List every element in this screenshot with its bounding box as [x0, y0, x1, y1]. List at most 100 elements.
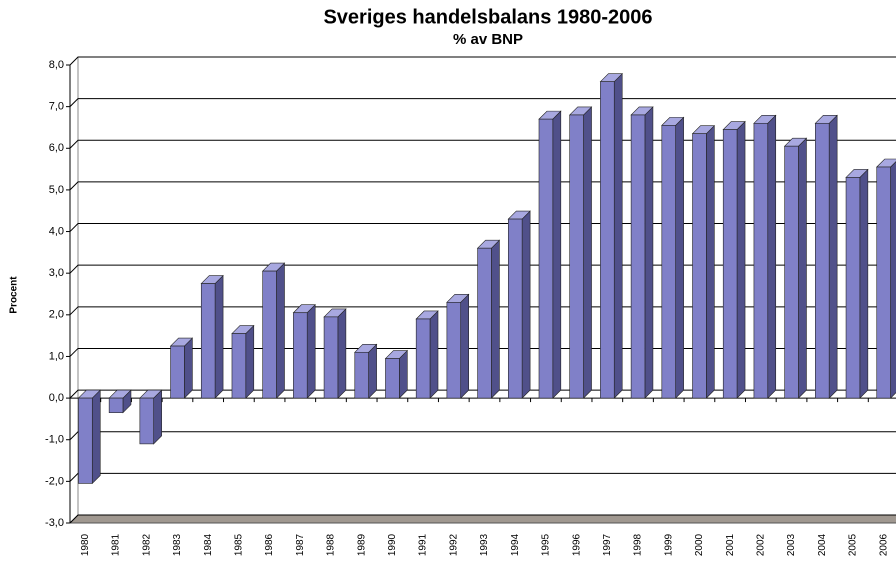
- bar: [784, 145, 799, 399]
- x-tick-label: 1995: [541, 533, 552, 556]
- x-tick-label: 1990: [387, 533, 398, 556]
- chart-title: Sveriges handelsbalans 1980-2006: [323, 6, 652, 28]
- bar-side: [583, 106, 592, 399]
- grid-line: [69, 139, 896, 149]
- x-tick-label: 1992: [448, 533, 459, 556]
- bar: [477, 247, 492, 399]
- x-tick-label: 1993: [479, 533, 490, 556]
- bar: [78, 397, 93, 484]
- grid-line: [69, 56, 896, 66]
- y-tick-label: 0,0: [49, 392, 64, 404]
- bar: [200, 283, 216, 399]
- x-tick-label: 2000: [694, 533, 705, 556]
- bar: [354, 351, 369, 399]
- bar: [569, 114, 584, 399]
- grid-line: [69, 514, 896, 524]
- bar-side: [245, 324, 255, 399]
- bar: [446, 302, 462, 399]
- bar: [661, 125, 676, 399]
- x-tick-label: 1998: [633, 533, 644, 556]
- bar-side: [613, 72, 623, 399]
- bar: [323, 316, 339, 399]
- bar: [231, 333, 247, 399]
- x-tick-label: 2005: [848, 533, 859, 556]
- bar-side: [276, 262, 285, 399]
- bar-side: [491, 239, 500, 399]
- y-tick-label: 5,0: [49, 184, 64, 196]
- bar: [415, 318, 431, 399]
- y-tick-label: -2,0: [45, 475, 64, 487]
- bar-side: [429, 310, 439, 399]
- x-tick-label: 1986: [264, 533, 275, 556]
- bar: [293, 312, 308, 399]
- bar: [722, 129, 738, 399]
- bar: [876, 166, 891, 399]
- x-tick-label: 1994: [510, 533, 521, 556]
- y-tick-label: 1,0: [49, 350, 64, 362]
- x-tick-label: 2002: [755, 533, 766, 556]
- bar: [815, 122, 830, 399]
- x-tick-label: 1983: [172, 533, 183, 556]
- bar-side: [767, 114, 777, 399]
- bar: [385, 358, 400, 399]
- x-tick-label: 1984: [203, 533, 214, 556]
- x-tick-label: 2001: [725, 533, 736, 556]
- bar: [108, 397, 124, 413]
- bar: [630, 114, 646, 399]
- bar-side: [706, 124, 715, 399]
- x-tick-label: 1980: [80, 533, 91, 556]
- x-tick-label: 2006: [878, 533, 889, 556]
- x-tick-label: 1982: [141, 533, 152, 556]
- x-tick-label: 2004: [817, 533, 828, 556]
- bar: [139, 397, 154, 445]
- bar-side: [675, 116, 684, 399]
- bar: [753, 122, 769, 399]
- grid-line: [69, 264, 896, 274]
- x-tick-label: 1987: [295, 533, 306, 556]
- grid-line: [69, 98, 896, 107]
- bar-side: [859, 168, 869, 399]
- bar: [600, 81, 615, 399]
- x-tick-label: 1981: [111, 533, 122, 556]
- bar-side: [552, 110, 562, 399]
- bar-side: [828, 114, 838, 399]
- bar-side: [368, 343, 377, 399]
- bar: [170, 345, 185, 399]
- x-tick-label: 1989: [356, 533, 367, 556]
- grid-line: [69, 181, 896, 191]
- grid-line: [69, 431, 896, 441]
- bar-side: [337, 308, 347, 399]
- bar-side: [460, 293, 470, 399]
- y-tick-label: -1,0: [45, 434, 64, 446]
- bar: [538, 118, 554, 399]
- y-tick-label: 2,0: [49, 309, 64, 321]
- y-tick-label: -3,0: [45, 517, 64, 529]
- bar: [507, 218, 523, 399]
- bar-side: [644, 106, 654, 399]
- y-tick-label: 4,0: [49, 225, 64, 237]
- floor: [68, 514, 896, 524]
- bar-side: [306, 304, 316, 399]
- bar: [262, 270, 277, 399]
- grid-line: [69, 347, 896, 357]
- x-tick-label: 1985: [234, 533, 245, 556]
- x-tick-label: 1988: [326, 533, 337, 556]
- bar-side: [184, 337, 193, 399]
- y-tick-label: 8,0: [49, 59, 64, 71]
- bar-side: [153, 389, 162, 445]
- y-tick-label: 3,0: [49, 267, 64, 279]
- bar-side: [521, 210, 531, 399]
- x-tick-label: 1997: [602, 533, 613, 556]
- bar-side: [798, 137, 807, 399]
- bar-side: [736, 120, 746, 399]
- grid-line: [69, 306, 896, 316]
- grid-line: [69, 472, 896, 482]
- grid-line: [69, 223, 896, 232]
- x-tick-label: 2003: [786, 533, 797, 556]
- bar-side: [214, 274, 224, 399]
- y-tick-label: 6,0: [49, 142, 64, 154]
- x-tick-label: 1999: [663, 533, 674, 556]
- bar-side: [890, 161, 896, 399]
- bar-side: [91, 389, 101, 485]
